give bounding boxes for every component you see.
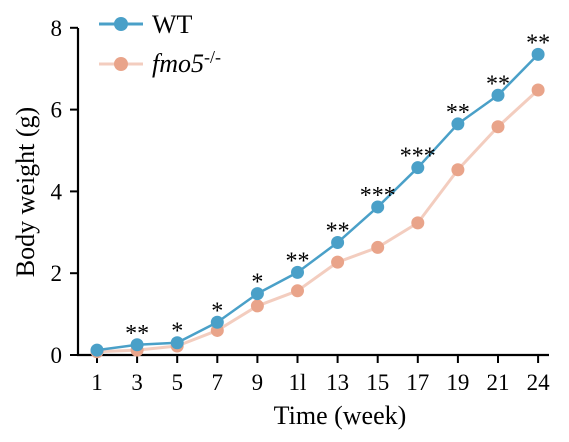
data-point-fmo5-6 (331, 255, 345, 269)
x-tick-label-3: 7 (212, 370, 224, 395)
data-point-wt-3 (210, 315, 224, 329)
y-tick-label-3: 6 (51, 98, 63, 123)
data-point-wt-0 (90, 343, 104, 357)
x-tick-label-11: 24 (527, 370, 551, 395)
data-point-wt-6 (331, 236, 345, 250)
x-tick-label-2: 5 (171, 370, 183, 395)
x-tick-label-10: 21 (487, 370, 510, 395)
legend-marker-fmo5 (114, 57, 128, 71)
data-point-fmo5-9 (451, 163, 465, 177)
legend-marker-wt (114, 17, 128, 31)
significance-markers: ** ******************* (125, 30, 550, 346)
data-point-wt-5 (291, 265, 304, 279)
data-point-wt-7 (371, 200, 385, 214)
significance-marker-7: *** (360, 183, 396, 209)
significance-marker-1: ** (125, 321, 149, 347)
x-tick-label-9: 19 (446, 370, 469, 395)
y-tick-label-0: 0 (51, 343, 63, 368)
x-axis-title: Time (week) (274, 401, 407, 430)
x-tick-label-0: 1 (91, 370, 103, 395)
significance-marker-3: * (211, 298, 223, 324)
data-point-wt-1 (130, 338, 144, 352)
series-line-wt (96, 53, 539, 352)
data-point-wt-10 (491, 88, 505, 102)
data-point-wt-11 (531, 47, 545, 61)
significance-marker-6: ** (326, 219, 350, 245)
significance-marker-8: *** (400, 144, 436, 170)
y-axis-title: Body weight (g) (11, 107, 40, 277)
series-layer (90, 47, 545, 359)
data-point-wt-9 (451, 117, 465, 131)
significance-marker-5: ** (286, 248, 310, 274)
data-point-fmo5-8 (411, 216, 425, 230)
series-line-fmo5 (96, 88, 540, 354)
legend: WT fmo5-/- (99, 10, 221, 78)
x-tick-label-4: 9 (252, 370, 264, 395)
x-tick-label-7: 15 (366, 370, 389, 395)
data-point-fmo5-11 (531, 83, 545, 97)
legend-label-fmo5-sup: -/- (204, 47, 221, 67)
x-tick-label-5: 1l (289, 370, 307, 395)
significance-marker-11: ** (526, 30, 550, 56)
significance-marker-2: * (171, 319, 183, 345)
legend-item-fmo5: fmo5-/- (99, 47, 221, 78)
axes (76, 28, 549, 357)
significance-marker-9: ** (446, 100, 470, 126)
legend-label-fmo5: fmo5-/- (152, 47, 221, 78)
data-point-wt-4 (250, 287, 264, 301)
data-point-fmo5-7 (371, 240, 385, 254)
y-ticks: 0 2 4 6 8 (51, 16, 78, 368)
data-point-fmo5-5 (291, 284, 304, 298)
data-point-wt-8 (411, 161, 425, 175)
legend-label-fmo5-main: fmo5 (152, 49, 204, 78)
y-tick-label-2: 4 (51, 179, 63, 204)
data-point-fmo5-4 (250, 299, 264, 313)
data-point-wt-2 (170, 336, 184, 350)
legend-label-wt: WT (152, 10, 193, 39)
significance-marker-4: * (251, 270, 263, 296)
x-tick-label-8: 17 (406, 370, 429, 395)
x-tick-label-6: 13 (326, 370, 349, 395)
y-tick-label-1: 2 (51, 261, 63, 286)
x-tick-label-1: 3 (131, 370, 143, 395)
data-point-fmo5-10 (491, 120, 505, 134)
x-ticks: 1 3 5 7 9 1l 13 15 17 19 21 24 (91, 355, 550, 395)
legend-item-wt: WT (99, 10, 193, 39)
y-tick-label-4: 8 (51, 16, 63, 41)
significance-marker-10: ** (486, 71, 510, 97)
